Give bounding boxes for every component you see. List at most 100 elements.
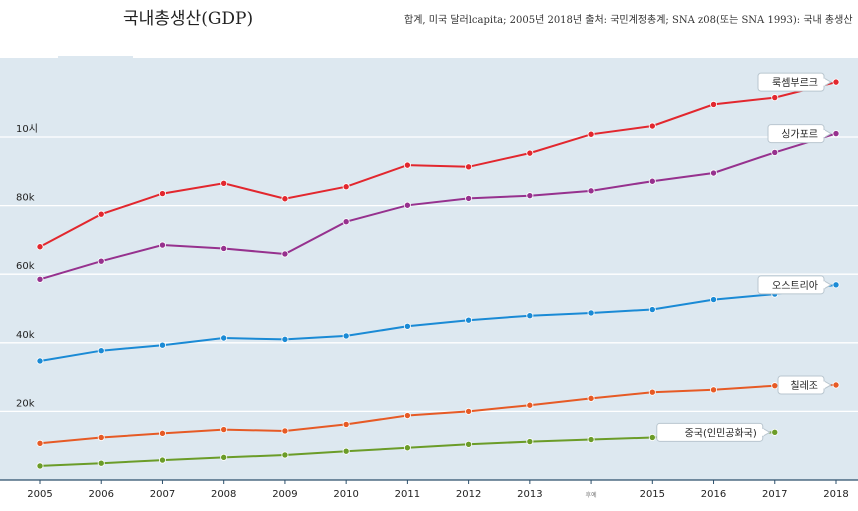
data-point xyxy=(403,322,411,330)
data-point xyxy=(587,187,595,195)
data-point xyxy=(771,382,779,390)
data-point xyxy=(465,440,473,448)
series-label-joint xyxy=(823,381,825,389)
x-tick-label: 2013 xyxy=(517,489,542,500)
x-tick-label: 2006 xyxy=(89,489,114,500)
data-point xyxy=(526,149,534,157)
data-point xyxy=(36,462,44,470)
data-point xyxy=(36,275,44,283)
data-point xyxy=(220,179,228,187)
data-point xyxy=(281,335,289,343)
data-point xyxy=(771,94,779,102)
data-point xyxy=(342,447,350,455)
data-point xyxy=(648,306,656,314)
x-tick-label: 2007 xyxy=(150,489,175,500)
y-tick-label: 20k xyxy=(16,398,35,409)
series-label-text: 싱가포르 xyxy=(781,129,818,141)
series-label-joint xyxy=(823,130,825,138)
data-point xyxy=(587,436,595,444)
x-tick-label: 2017 xyxy=(762,489,787,500)
chart-area: 20k 40k 60k 80k 10시 2005 2006 2007 2008 2009 2010… xyxy=(0,58,858,507)
data-point xyxy=(832,130,840,138)
data-point xyxy=(465,163,473,171)
data-point xyxy=(220,453,228,461)
data-point xyxy=(97,433,105,441)
data-point xyxy=(587,394,595,402)
data-point xyxy=(281,250,289,258)
chart-subtitle: 합계, 미국 달러lcapita; 2005년 2018년 출처: 국민계정총계… xyxy=(404,15,853,26)
series-label-text: 룩셈부르크 xyxy=(772,77,818,89)
data-point xyxy=(342,420,350,428)
x-tick-label: 2016 xyxy=(701,489,726,500)
x-tick-label: 2015 xyxy=(640,489,665,500)
data-point xyxy=(710,169,718,177)
data-point xyxy=(403,412,411,420)
data-point xyxy=(648,433,656,441)
data-point xyxy=(342,183,350,191)
data-point xyxy=(220,244,228,252)
data-point xyxy=(648,388,656,396)
y-tick-label: 80k xyxy=(16,193,35,204)
data-point xyxy=(648,122,656,130)
line-chart: 20k 40k 60k 80k 10시 2005 2006 2007 2008 2009 2010… xyxy=(0,58,858,500)
series-label-text: 중국(인민공화국) xyxy=(685,427,757,439)
data-point xyxy=(526,438,534,446)
series-line xyxy=(39,283,837,362)
series-label: 칠레조 xyxy=(777,375,833,395)
series-label-text: 칠레조 xyxy=(790,380,818,392)
y-tick-label: 40k xyxy=(16,330,35,341)
data-point xyxy=(158,429,166,437)
data-point xyxy=(281,451,289,459)
data-point xyxy=(648,177,656,185)
data-point xyxy=(158,456,166,464)
data-point xyxy=(342,332,350,340)
data-point xyxy=(403,161,411,169)
data-point xyxy=(771,148,779,156)
data-point xyxy=(710,386,718,394)
data-point xyxy=(832,281,840,289)
chart-header: 국내총생산(GDP) 합계, 미국 달러lcapita; 2005년 2018년… xyxy=(0,0,858,59)
series-label-joint xyxy=(823,78,825,86)
x-tick-label: 2018 xyxy=(823,489,848,500)
data-point xyxy=(526,192,534,200)
series-label: 싱가포르 xyxy=(767,124,833,144)
chart-title: 국내총생산(GDP) xyxy=(123,9,254,29)
data-point xyxy=(465,316,473,324)
data-point xyxy=(281,427,289,435)
data-point xyxy=(36,439,44,447)
data-point xyxy=(97,347,105,355)
data-point xyxy=(587,309,595,317)
data-point xyxy=(158,190,166,198)
series-label-joint xyxy=(823,281,825,289)
data-point xyxy=(220,334,228,342)
data-point xyxy=(36,243,44,251)
data-point xyxy=(97,210,105,218)
x-tick-label: 2005 xyxy=(27,489,52,500)
data-point xyxy=(158,241,166,249)
series-label: 중국(인민공화국) xyxy=(656,422,771,442)
series-line xyxy=(39,384,837,445)
data-point xyxy=(281,195,289,203)
data-point xyxy=(710,296,718,304)
series-label: 오스트리아 xyxy=(757,275,833,295)
plot-background xyxy=(0,58,858,480)
x-tick-label: 2008 xyxy=(211,489,236,500)
data-point xyxy=(832,78,840,86)
data-point xyxy=(587,130,595,138)
data-point xyxy=(710,100,718,108)
y-tick-label: 60k xyxy=(16,261,35,272)
series-line xyxy=(39,81,837,248)
series-label-joint xyxy=(761,428,764,436)
data-point xyxy=(526,312,534,320)
data-point xyxy=(342,218,350,226)
data-point xyxy=(97,459,105,467)
series-line xyxy=(39,132,837,281)
data-point xyxy=(403,444,411,452)
data-point xyxy=(97,257,105,265)
data-point xyxy=(220,426,228,434)
active-tab-indicator xyxy=(58,56,133,59)
data-point xyxy=(465,194,473,202)
data-point xyxy=(526,401,534,409)
x-tick-label: 2011 xyxy=(395,489,420,500)
data-point xyxy=(36,357,44,365)
